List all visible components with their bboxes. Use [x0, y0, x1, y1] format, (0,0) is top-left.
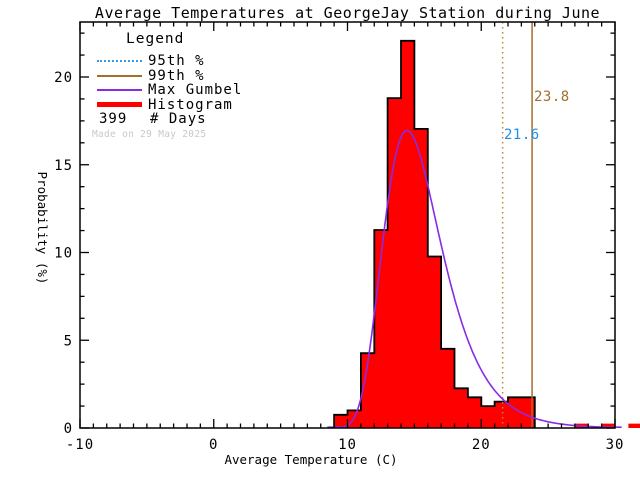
- legend: Legend 95th % 99th % Max Gumbel Histogram 39…: [90, 31, 290, 140]
- legend-item-95th: 95th %: [90, 53, 290, 70]
- axis-ticks: [79, 22, 616, 429]
- legend-item-max-gumbel: Max Gumbel: [90, 82, 290, 99]
- gumbel-curve: [327, 129, 622, 428]
- y-tick-label: 15: [54, 158, 73, 174]
- histogram-bars: [334, 40, 640, 428]
- chart-title: Average Temperatures at GeorgeJay Statio…: [94, 4, 601, 22]
- legend-item-99th: 99th %: [90, 67, 290, 84]
- x-tick-label: 20: [472, 437, 491, 453]
- legend-item-label: Histogram: [148, 96, 233, 113]
- x-tick-label: 10: [338, 437, 357, 453]
- legend-rows: 95th % 99th % Max Gumbel Histogram 399 # Days: [90, 53, 290, 128]
- x-axis-label: Average Temperature (C): [224, 452, 398, 467]
- y-tick-label: 0: [64, 421, 73, 437]
- legend-item-label: 99th %: [148, 67, 205, 84]
- legend-item-label: Max Gumbel: [148, 82, 243, 99]
- legend-max-gumbel-line: [97, 89, 142, 92]
- legend-title: Legend: [126, 31, 185, 47]
- x-tick-label: 0: [209, 437, 218, 453]
- legend-days-value: 399: [99, 111, 128, 128]
- made-on-date: Made on 29 May 2025: [92, 128, 207, 140]
- y-axis-label: Probability (%): [35, 171, 50, 285]
- y-tick-label: 20: [54, 70, 73, 86]
- histogram-outline: [333, 39, 536, 429]
- legend-item-label: # Days: [150, 111, 207, 128]
- x-tick-label: -10: [66, 437, 94, 453]
- x-tick-label: 30: [606, 437, 625, 453]
- legend-item-histogram: Histogram: [90, 96, 290, 113]
- y-tick-label: 5: [64, 333, 73, 349]
- p99-value-label: 23.8: [534, 89, 570, 105]
- legend-item-label: 95th %: [148, 53, 205, 70]
- legend-histogram-line: [97, 102, 142, 108]
- legend-99th-line: [97, 74, 142, 77]
- y-tick-label: 10: [54, 246, 73, 262]
- legend-95th-line: [97, 60, 142, 63]
- legend-item-days: 399 # Days: [90, 111, 290, 128]
- p95-value-label: 21.6: [504, 127, 540, 143]
